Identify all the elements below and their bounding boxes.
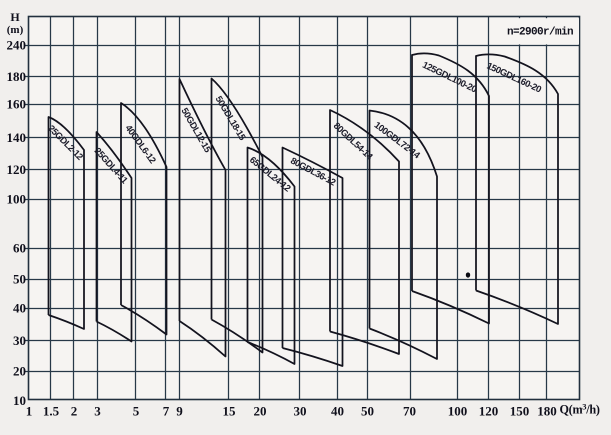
svg-text:15: 15 bbox=[223, 404, 237, 419]
svg-text:50: 50 bbox=[361, 404, 374, 419]
svg-text:120: 120 bbox=[479, 404, 499, 419]
svg-text:120: 120 bbox=[7, 162, 27, 177]
svg-text:2: 2 bbox=[71, 404, 78, 419]
svg-text:240: 240 bbox=[7, 38, 27, 53]
svg-text:5: 5 bbox=[133, 404, 140, 419]
svg-text:40: 40 bbox=[13, 301, 26, 316]
svg-text:3: 3 bbox=[94, 404, 101, 419]
svg-text:180: 180 bbox=[537, 404, 557, 419]
svg-text:60: 60 bbox=[13, 241, 26, 256]
svg-text:20: 20 bbox=[13, 364, 26, 379]
svg-text:(m): (m) bbox=[7, 24, 24, 36]
svg-text:n=2900r/min: n=2900r/min bbox=[507, 27, 573, 39]
svg-text:7: 7 bbox=[163, 404, 170, 419]
svg-text:Q(m3/h): Q(m3/h) bbox=[560, 402, 600, 417]
svg-text:150: 150 bbox=[510, 404, 530, 419]
svg-text:1: 1 bbox=[26, 404, 33, 419]
svg-text:10: 10 bbox=[13, 393, 26, 408]
svg-text:70: 70 bbox=[403, 404, 416, 419]
svg-text:160: 160 bbox=[7, 97, 27, 112]
svg-text:30: 30 bbox=[13, 333, 26, 348]
svg-text:20: 20 bbox=[254, 404, 267, 419]
svg-text:1.5: 1.5 bbox=[43, 404, 60, 419]
svg-text:40: 40 bbox=[331, 404, 344, 419]
svg-text:9: 9 bbox=[176, 404, 183, 419]
svg-text:100: 100 bbox=[448, 404, 468, 419]
svg-text:140: 140 bbox=[7, 130, 27, 145]
svg-text:50: 50 bbox=[13, 272, 26, 287]
svg-text:30: 30 bbox=[294, 404, 307, 419]
svg-text:H: H bbox=[10, 10, 20, 24]
svg-text:100: 100 bbox=[7, 192, 27, 207]
svg-text:180: 180 bbox=[7, 69, 27, 84]
